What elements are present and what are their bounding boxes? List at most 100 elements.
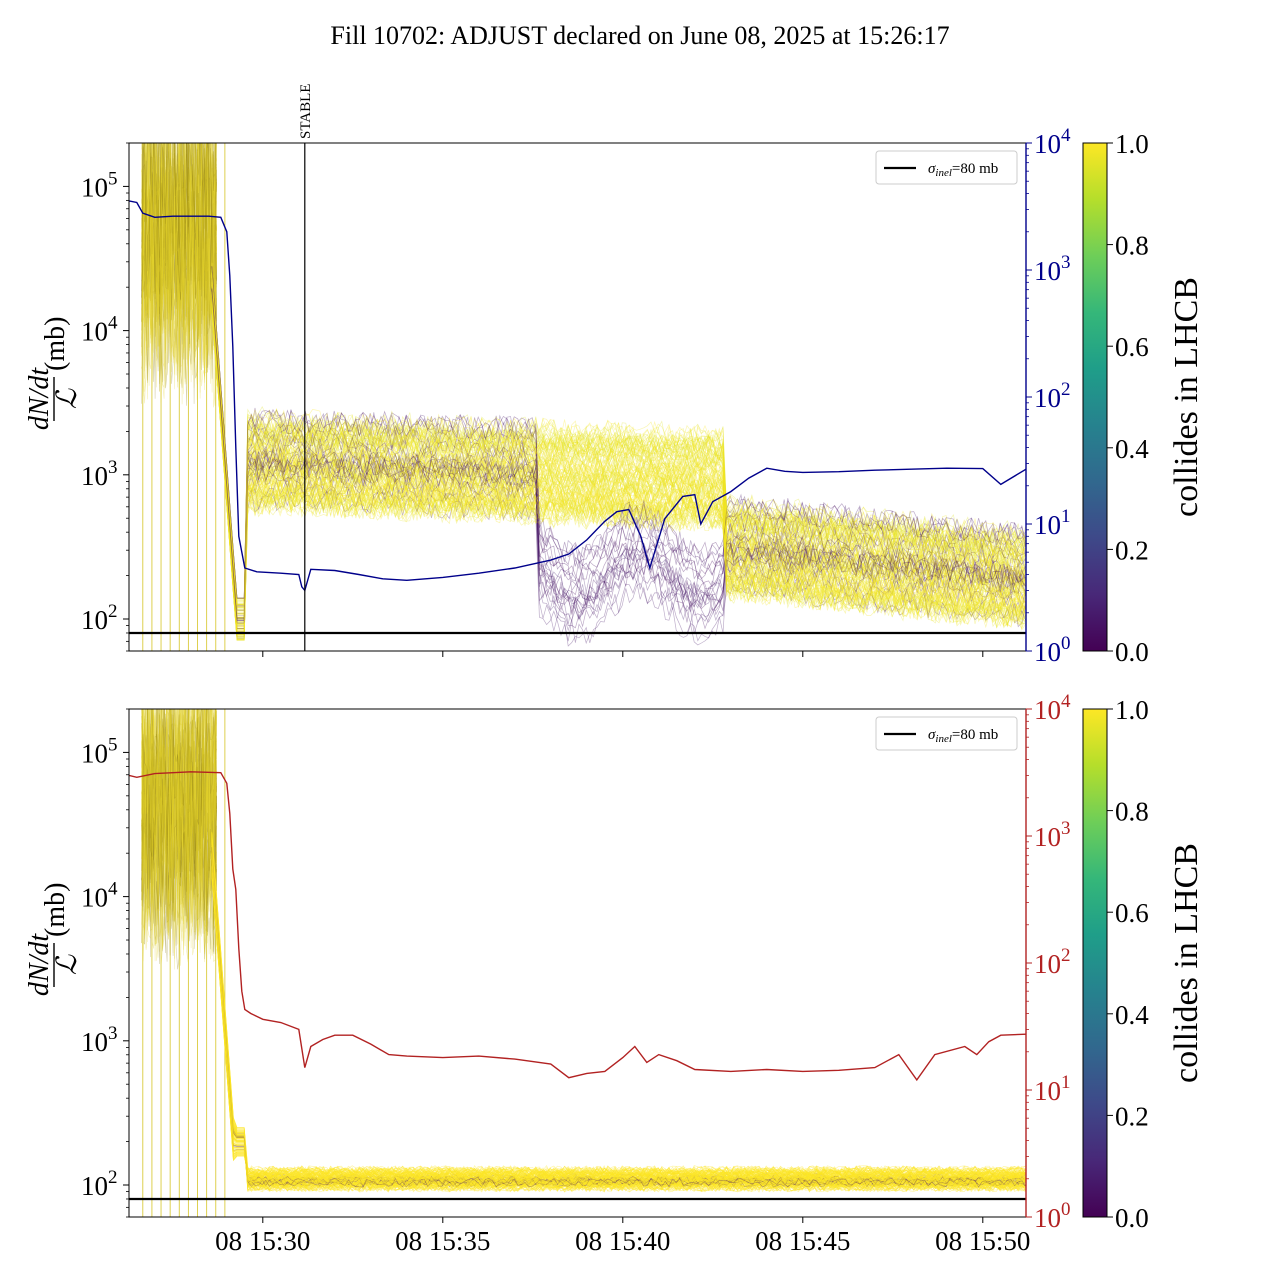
bunch-trace xyxy=(211,845,1026,1187)
bunch-trace xyxy=(211,837,1026,1180)
bunch-trace xyxy=(211,286,1026,619)
y-tick-label: 104 xyxy=(81,879,118,913)
colorbar-tick-label: 0.8 xyxy=(1115,797,1149,827)
bunch-trace xyxy=(211,847,1026,1189)
bunch-trace xyxy=(211,847,1026,1188)
y-label-unit: (mb) xyxy=(40,883,71,937)
bunch-band-trace xyxy=(141,709,217,864)
bunch-band-trace xyxy=(141,710,217,926)
bunch-trace xyxy=(211,303,1026,636)
right-tick-label: 103 xyxy=(1034,252,1071,286)
bunch-trace xyxy=(211,307,1026,640)
bunch-band-trace xyxy=(141,723,217,924)
bunch-band-trace xyxy=(141,143,217,310)
bunch-band-trace xyxy=(141,741,217,944)
stable-label: STABLE xyxy=(298,84,314,139)
bunch-trace xyxy=(211,866,1026,1182)
bunch-trace xyxy=(211,853,1026,1193)
bunch-trace xyxy=(211,868,1026,1181)
legend-label: σinel=80 mb xyxy=(928,727,998,745)
bunch-band-trace xyxy=(141,169,217,382)
bunch-trace xyxy=(211,267,1026,600)
bunch-band-trace xyxy=(141,709,217,906)
bunch-band-trace xyxy=(141,751,217,963)
bunch-band-trace xyxy=(141,709,217,869)
luminosity-series-line xyxy=(129,771,1026,1082)
bunch-trace xyxy=(211,840,1026,1183)
bunch-trace xyxy=(211,296,1026,630)
bunch-band-trace xyxy=(141,725,217,936)
y-tick-label: 103 xyxy=(81,1023,118,1057)
bunch-band-trace xyxy=(141,709,217,889)
bunch-spikes xyxy=(142,143,226,651)
bunch-trace xyxy=(211,282,1026,615)
bunch-trace xyxy=(211,862,1026,1186)
y-axis-label: dN/dtℒ (mb) xyxy=(24,317,83,431)
bunch-trace xyxy=(211,303,1026,637)
bunch-trace xyxy=(211,285,1026,618)
bunch-trace xyxy=(211,846,1026,1187)
bunch-trace xyxy=(211,282,1026,615)
bunch-trace xyxy=(211,857,1026,1190)
y-tick-label: 104 xyxy=(81,313,118,347)
bunch-trace xyxy=(211,839,1026,1182)
bunch-trace xyxy=(211,850,1026,1191)
bunch-trace xyxy=(211,289,1026,622)
bunch-trace xyxy=(211,299,1026,632)
bunch-trace xyxy=(211,294,1026,627)
right-tick-label: 102 xyxy=(1034,379,1071,413)
bunch-trace xyxy=(211,842,1026,1184)
bunch-band-trace xyxy=(141,143,217,287)
bunch-trace xyxy=(211,307,1026,640)
bunch-band-trace xyxy=(141,143,217,335)
bunch-band-trace xyxy=(141,743,217,956)
bunch-band-trace xyxy=(141,748,217,953)
bunch-trace xyxy=(211,291,1026,624)
bunch-band-trace xyxy=(141,714,217,912)
bunch-band-trace xyxy=(141,709,217,854)
bunch-band-trace xyxy=(141,143,217,332)
bunch-trace xyxy=(211,281,1026,614)
bunch-trace xyxy=(211,872,1026,1177)
bunch-trace xyxy=(211,843,1026,1185)
bunch-trace xyxy=(211,866,1026,1182)
bunch-trace xyxy=(211,868,1026,1180)
bunch-band xyxy=(141,709,217,970)
bunch-trace xyxy=(211,862,1026,1186)
bunch-band-trace xyxy=(141,143,217,311)
bunch-trace xyxy=(211,848,1026,1190)
bunch-trace xyxy=(211,857,1026,1190)
y-tick-label: 102 xyxy=(81,601,118,635)
bunch-trace xyxy=(211,291,1026,624)
bunch-trace xyxy=(211,845,1026,1187)
bunch-trace xyxy=(211,290,1026,623)
bunch-band-trace xyxy=(141,156,217,369)
bunch-trace xyxy=(211,859,1026,1188)
colorbar-label: collides in LHCB xyxy=(1168,843,1205,1083)
bunch-trace xyxy=(211,297,1026,630)
bunch-band-trace xyxy=(141,709,217,914)
bunch-trace xyxy=(211,275,1026,608)
bunch-trace xyxy=(211,271,1026,604)
bunch-trace xyxy=(211,853,1026,1193)
colorbar-rect xyxy=(1082,708,1108,1218)
bunch-band-trace xyxy=(144,143,217,277)
bunch-trace xyxy=(211,834,1026,1178)
bunch-band-trace xyxy=(141,754,217,965)
bunch-band-trace xyxy=(141,709,217,901)
bunch-trace xyxy=(211,287,1026,620)
bunch-trace xyxy=(211,284,1026,617)
colorbar-bottom: 0.0 0.2 0.4 0.6 0.8 1.0 collides in LHCB xyxy=(1082,695,1205,1233)
bunch-trace xyxy=(211,288,1026,621)
bunch-trace xyxy=(211,298,1026,632)
y-label-denominator: ℒ xyxy=(52,388,83,409)
bunch-band-trace xyxy=(141,709,217,904)
bunch-band-trace xyxy=(141,709,217,915)
bunch-band-trace xyxy=(141,169,217,379)
bunch-band-trace xyxy=(141,155,217,362)
bunch-trace xyxy=(211,298,1026,631)
y-tick-label: 102 xyxy=(81,1167,118,1201)
right-tick-label: 103 xyxy=(1034,818,1071,852)
bunch-band-trace xyxy=(144,143,217,302)
bunch-band-trace xyxy=(141,709,217,910)
